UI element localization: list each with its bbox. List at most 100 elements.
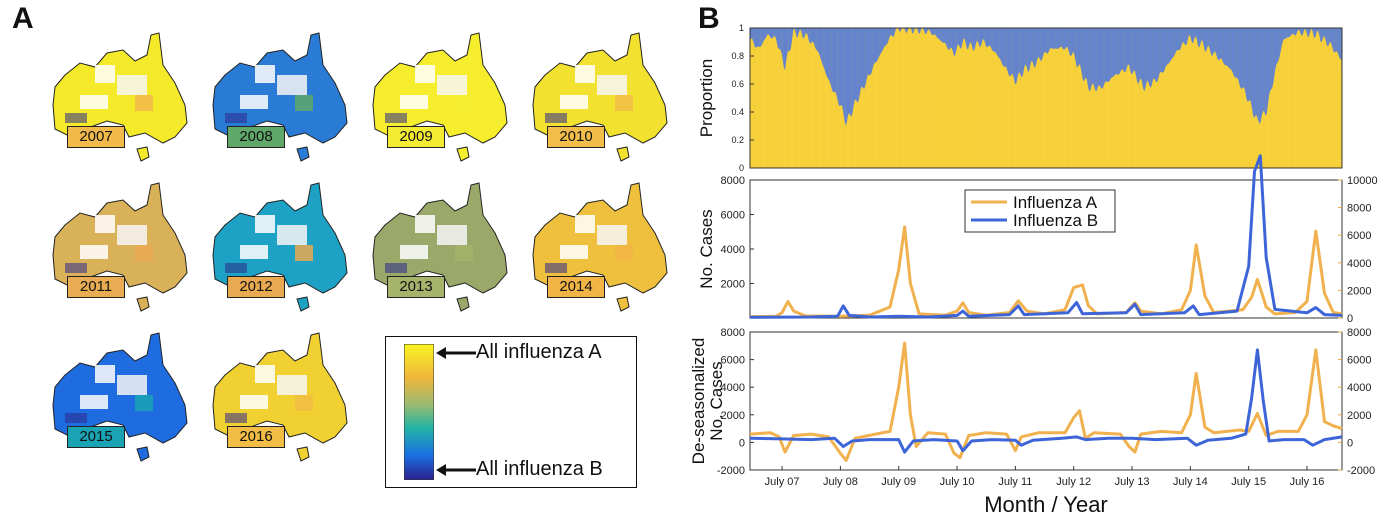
tasmania-region <box>296 146 310 162</box>
x-axis-label: Month / Year <box>984 492 1108 517</box>
chart-frame-3 <box>749 331 1343 471</box>
y-tick-label-right: -2000 <box>1347 465 1375 477</box>
tasmania-region <box>136 146 150 162</box>
australia-map-2015 <box>52 332 188 462</box>
map-region-patch <box>277 375 307 395</box>
y-tick-label-right: 4000 <box>1347 382 1371 394</box>
map-region-patch <box>255 365 275 383</box>
map-region-patch <box>95 65 115 83</box>
y-tick-label-right: 2000 <box>1347 285 1371 297</box>
map-region-patch <box>400 95 428 109</box>
map-region-patch <box>295 95 313 111</box>
series-line-influenza-a <box>749 225 1343 319</box>
map-region-patch <box>95 365 115 383</box>
y-tick-label: 1 <box>739 23 744 33</box>
map-region-patch <box>575 65 595 83</box>
x-tick-label: July 12 <box>1056 476 1091 488</box>
map-region-patch <box>255 65 275 83</box>
y-tick-label-left: 6000 <box>721 355 745 367</box>
y-tick-label-left: 4000 <box>721 244 745 256</box>
map-region-patch <box>455 95 473 111</box>
year-badge-2011: 2011 <box>67 276 125 298</box>
map-region-patch <box>80 395 108 409</box>
y-tick-label-right: 4000 <box>1347 258 1371 270</box>
australia-map-2014 <box>532 182 668 312</box>
australia-map-2016 <box>212 332 348 462</box>
tasmania-region <box>616 146 630 162</box>
panel-b-charts: 0 0.2 0.4 0.6 0.8 1 Proportion 2000 4000 6000 8000… <box>690 23 1378 517</box>
y-tick-label-right: 0 <box>1347 437 1353 449</box>
map-region-patch <box>545 263 567 273</box>
x-tick-label: July 15 <box>1231 476 1266 488</box>
map-region-patch <box>117 75 147 95</box>
map-region-patch <box>295 245 313 261</box>
map-region-patch <box>135 95 153 111</box>
year-badge-2012: 2012 <box>227 276 285 298</box>
series-line-influenza-b <box>749 348 1343 454</box>
colorbar <box>404 344 434 480</box>
tasmania-region <box>616 296 630 312</box>
x-tick-label: July 08 <box>823 476 858 488</box>
map-region-patch <box>385 263 407 273</box>
tasmania-region <box>136 446 150 462</box>
australia-map-2012 <box>212 182 348 312</box>
australia-map-2013 <box>372 182 508 312</box>
map-region-patch <box>385 113 407 123</box>
map-region-patch <box>415 65 435 83</box>
y-tick-label-right: 0 <box>1347 313 1353 325</box>
map-region-patch <box>597 225 627 245</box>
proportion-frame <box>749 27 1343 169</box>
y-tick-label-left: 8000 <box>721 175 745 187</box>
australia-map-2008 <box>212 32 348 162</box>
australia-map-2007 <box>52 32 188 162</box>
y-axis-label-cases-2: No. Cases <box>707 361 726 440</box>
australia-map-2010 <box>532 32 668 162</box>
map-region-patch <box>295 395 313 411</box>
map-region-patch <box>455 245 473 261</box>
map-region-patch <box>80 245 108 259</box>
map-region-patch <box>225 413 247 423</box>
y-tick-label-left: 6000 <box>721 210 745 222</box>
map-region-patch <box>240 95 268 109</box>
map-region-patch <box>545 113 567 123</box>
y-tick-label-left: -2000 <box>717 465 745 477</box>
series-line-influenza-a <box>749 341 1343 462</box>
panel-b-letter: B <box>698 2 720 35</box>
proportion-a-area <box>750 28 1342 168</box>
y-axis-label-proportion: Proportion <box>697 59 716 137</box>
y-tick-label: 0.4 <box>731 107 744 117</box>
map-region-patch <box>615 245 633 261</box>
y-tick-label-right: 8000 <box>1347 203 1371 215</box>
map-region-patch <box>560 245 588 259</box>
panel-a-letter: A <box>12 2 34 35</box>
map-region-patch <box>117 375 147 395</box>
map-region-patch <box>117 225 147 245</box>
map-region-patch <box>277 75 307 95</box>
legend-label-influenza-a: All influenza A <box>476 341 602 363</box>
map-region-patch <box>415 215 435 233</box>
y-tick-label-right: 6000 <box>1347 355 1371 367</box>
legend-label-influenza-b: All influenza B <box>476 458 603 480</box>
tasmania-region <box>296 446 310 462</box>
australia-map-2011 <box>52 182 188 312</box>
tasmania-region <box>456 296 470 312</box>
x-tick-label: July 10 <box>940 476 975 488</box>
map-region-patch <box>615 95 633 111</box>
tasmania-region <box>296 296 310 312</box>
x-tick-label: July 16 <box>1290 476 1325 488</box>
x-tick-label: July 13 <box>1115 476 1150 488</box>
y-tick-label-right: 8000 <box>1347 327 1371 339</box>
year-badge-2016: 2016 <box>227 426 285 448</box>
map-region-patch <box>135 245 153 261</box>
map-region-patch <box>135 395 153 411</box>
year-badge-2014: 2014 <box>547 276 605 298</box>
y-axis-label-deseasonalized: De-seasonalized <box>690 338 708 465</box>
map-region-patch <box>240 395 268 409</box>
map-region-patch <box>437 75 467 95</box>
map-region-patch <box>80 95 108 109</box>
y-tick-label-left: 8000 <box>721 327 745 339</box>
map-region-patch <box>255 215 275 233</box>
series-line-influenza-b <box>749 154 1343 319</box>
year-badge-2015: 2015 <box>67 426 125 448</box>
y-tick-label-right: 2000 <box>1347 410 1371 422</box>
